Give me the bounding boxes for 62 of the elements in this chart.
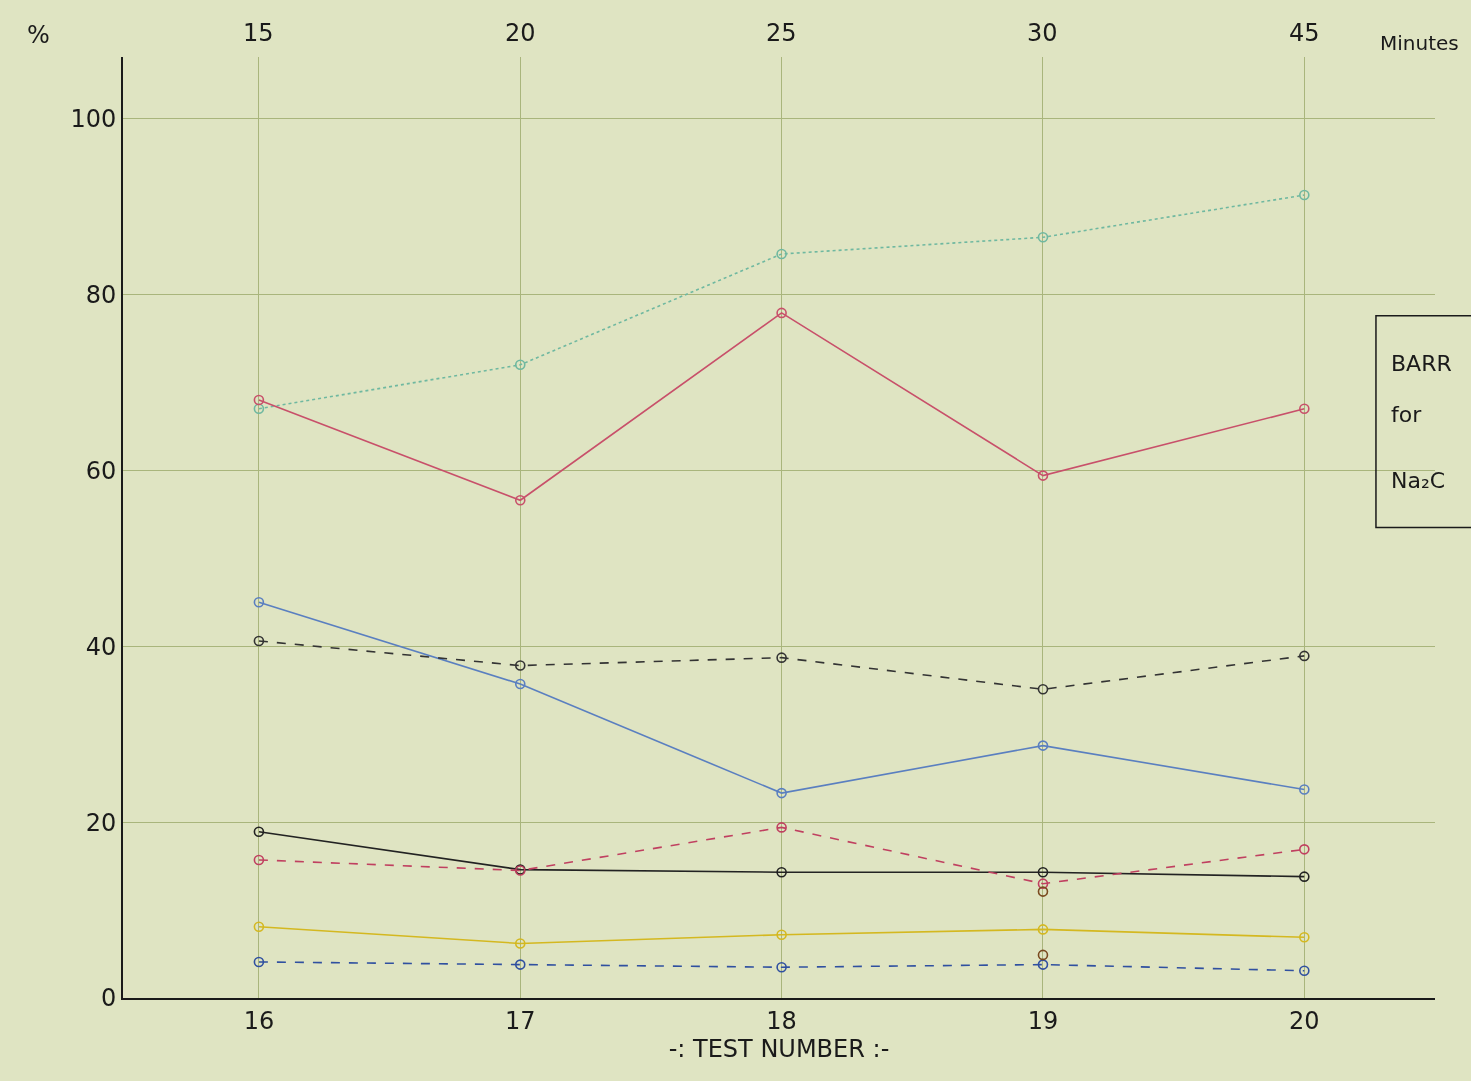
point xyxy=(253,826,265,838)
point xyxy=(514,359,526,371)
x-tick-label: 20 xyxy=(1289,1006,1320,1035)
point xyxy=(1037,878,1049,889)
y-tick-label: 100 xyxy=(70,104,117,133)
point xyxy=(1037,740,1049,751)
point xyxy=(1037,959,1049,970)
x-tick-label: 16 xyxy=(243,1006,275,1035)
point xyxy=(776,787,787,799)
y-tick-label: 0 xyxy=(100,984,117,1013)
point xyxy=(253,394,265,406)
x2-axis-title: Minutes xyxy=(1380,31,1459,55)
point xyxy=(1299,784,1310,795)
point xyxy=(514,678,526,690)
annotation: for xyxy=(1391,402,1423,427)
y-tick-label: 20 xyxy=(85,808,117,837)
point xyxy=(776,248,787,260)
point xyxy=(514,660,526,671)
point xyxy=(514,959,526,970)
point xyxy=(1299,932,1310,943)
y-tick-label: 60 xyxy=(85,456,117,485)
point xyxy=(776,822,787,833)
point xyxy=(253,956,265,968)
point xyxy=(253,854,265,866)
point xyxy=(776,307,787,319)
point xyxy=(514,938,526,949)
text: 25 xyxy=(766,19,797,47)
point xyxy=(776,929,787,940)
point xyxy=(1299,189,1310,201)
x-axis-title: -: TEST NUMBER :- xyxy=(668,1034,890,1063)
point xyxy=(1299,650,1310,662)
point xyxy=(776,652,787,663)
text: 15 xyxy=(243,19,274,47)
point xyxy=(1299,403,1310,415)
point xyxy=(1037,684,1049,695)
point xyxy=(1299,965,1310,977)
x-tick-label: 18 xyxy=(766,1006,797,1035)
x-tick-label: 17 xyxy=(504,1006,536,1035)
point xyxy=(1037,886,1049,897)
point xyxy=(253,921,265,933)
x-tick-label: 19 xyxy=(1027,1006,1059,1035)
y-tick-label: 40 xyxy=(85,632,117,661)
point xyxy=(1037,949,1049,961)
point xyxy=(514,494,526,506)
y-axis-title: % xyxy=(27,21,50,49)
point xyxy=(1037,866,1049,878)
point xyxy=(1299,844,1310,855)
point xyxy=(1037,470,1049,481)
text: 45 xyxy=(1289,19,1320,47)
point xyxy=(1037,924,1049,935)
annotation: Na₂C xyxy=(1391,468,1446,493)
point xyxy=(253,596,265,608)
annotation: BARR xyxy=(1391,351,1452,376)
y-tick-label: 80 xyxy=(85,280,117,309)
point xyxy=(253,635,265,647)
point xyxy=(776,961,787,973)
text: 20 xyxy=(505,19,536,47)
point xyxy=(1037,231,1049,243)
text: 30 xyxy=(1027,19,1058,47)
point xyxy=(776,866,787,878)
point xyxy=(1299,871,1310,882)
point xyxy=(253,403,265,415)
